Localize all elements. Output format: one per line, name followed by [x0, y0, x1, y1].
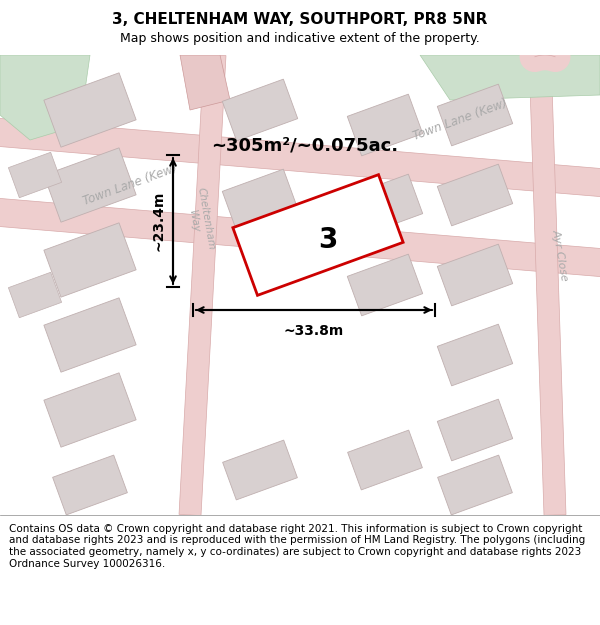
Polygon shape — [44, 148, 136, 222]
Polygon shape — [180, 55, 230, 110]
Polygon shape — [233, 174, 403, 296]
Polygon shape — [0, 196, 600, 279]
Polygon shape — [8, 272, 62, 318]
Polygon shape — [347, 94, 423, 156]
Text: ~33.8m: ~33.8m — [284, 324, 344, 338]
Polygon shape — [437, 399, 513, 461]
Polygon shape — [222, 79, 298, 141]
Text: 3, CHELTENHAM WAY, SOUTHPORT, PR8 5NR: 3, CHELTENHAM WAY, SOUTHPORT, PR8 5NR — [112, 12, 488, 27]
Polygon shape — [437, 244, 513, 306]
Polygon shape — [44, 373, 136, 447]
Text: 3: 3 — [319, 226, 338, 254]
Text: Town Lane (Kew): Town Lane (Kew) — [411, 97, 509, 143]
Polygon shape — [44, 73, 136, 147]
Polygon shape — [347, 174, 423, 236]
Polygon shape — [437, 324, 513, 386]
Polygon shape — [222, 169, 298, 231]
Polygon shape — [0, 116, 600, 199]
Text: Ayr Close: Ayr Close — [551, 228, 569, 282]
Text: Contains OS data © Crown copyright and database right 2021. This information is : Contains OS data © Crown copyright and d… — [9, 524, 585, 569]
Polygon shape — [347, 430, 422, 490]
Polygon shape — [0, 55, 90, 140]
Text: ~305m²/~0.075ac.: ~305m²/~0.075ac. — [211, 136, 398, 154]
Text: Town Lane (Kew): Town Lane (Kew) — [81, 162, 179, 208]
Polygon shape — [8, 152, 62, 198]
Polygon shape — [437, 164, 513, 226]
Text: ~23.4m: ~23.4m — [151, 191, 165, 251]
Polygon shape — [437, 455, 512, 515]
Text: Map shows position and indicative extent of the property.: Map shows position and indicative extent… — [120, 32, 480, 45]
Polygon shape — [44, 298, 136, 372]
Polygon shape — [437, 84, 513, 146]
Polygon shape — [53, 455, 127, 515]
Polygon shape — [223, 440, 298, 500]
Polygon shape — [44, 223, 136, 297]
Text: Cheltenham
Way: Cheltenham Way — [184, 187, 216, 253]
Polygon shape — [347, 254, 423, 316]
Polygon shape — [179, 54, 226, 516]
Polygon shape — [420, 55, 600, 100]
Polygon shape — [529, 54, 566, 516]
